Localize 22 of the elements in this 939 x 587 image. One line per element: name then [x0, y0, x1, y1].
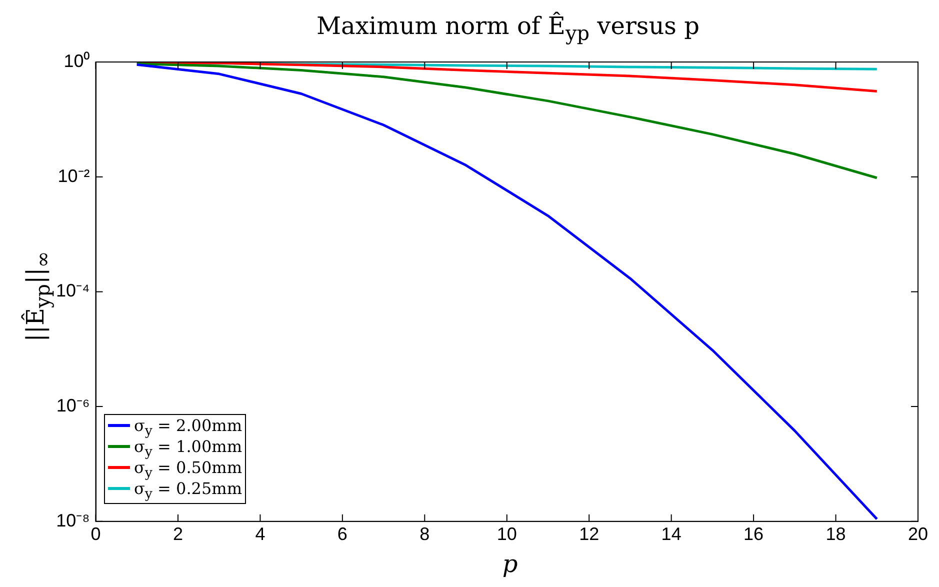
legend-label: σ$_{y}$ = 0.25mm: [134, 479, 242, 502]
x-tick-label: 6: [337, 524, 348, 544]
x-axis-title: p: [501, 550, 519, 578]
legend-label: σ$_{y}$ = 1.00mm: [134, 437, 242, 460]
x-tick-label: 10: [496, 524, 517, 544]
x-tick-label: 2: [172, 524, 183, 544]
y-tick-label: 10⁻⁴: [56, 280, 90, 301]
chart-title: Maximum norm of Ê$_{yp}$ versus p: [315, 12, 700, 45]
x-tick-label: 20: [908, 524, 928, 544]
y-tick-label: 10⁻⁶: [56, 396, 90, 416]
x-tick-label: 14: [661, 524, 682, 544]
x-tick-label: 0: [90, 524, 101, 544]
y-tick-label: 10⁰: [64, 50, 90, 71]
y-tick-label: 10⁻²: [58, 166, 90, 186]
legend-label: σ$_{y}$ = 0.50mm: [134, 458, 242, 482]
y-tick-label: 10⁻⁸: [56, 510, 90, 530]
legend-label: σ$_{y}$ = 2.00mm: [134, 415, 242, 440]
x-tick-label: 12: [579, 524, 600, 544]
x-tick-label: 4: [255, 524, 266, 544]
x-tick-label: 18: [826, 524, 846, 544]
x-tick-label: 16: [744, 524, 764, 544]
x-tick-label: 8: [420, 524, 430, 544]
